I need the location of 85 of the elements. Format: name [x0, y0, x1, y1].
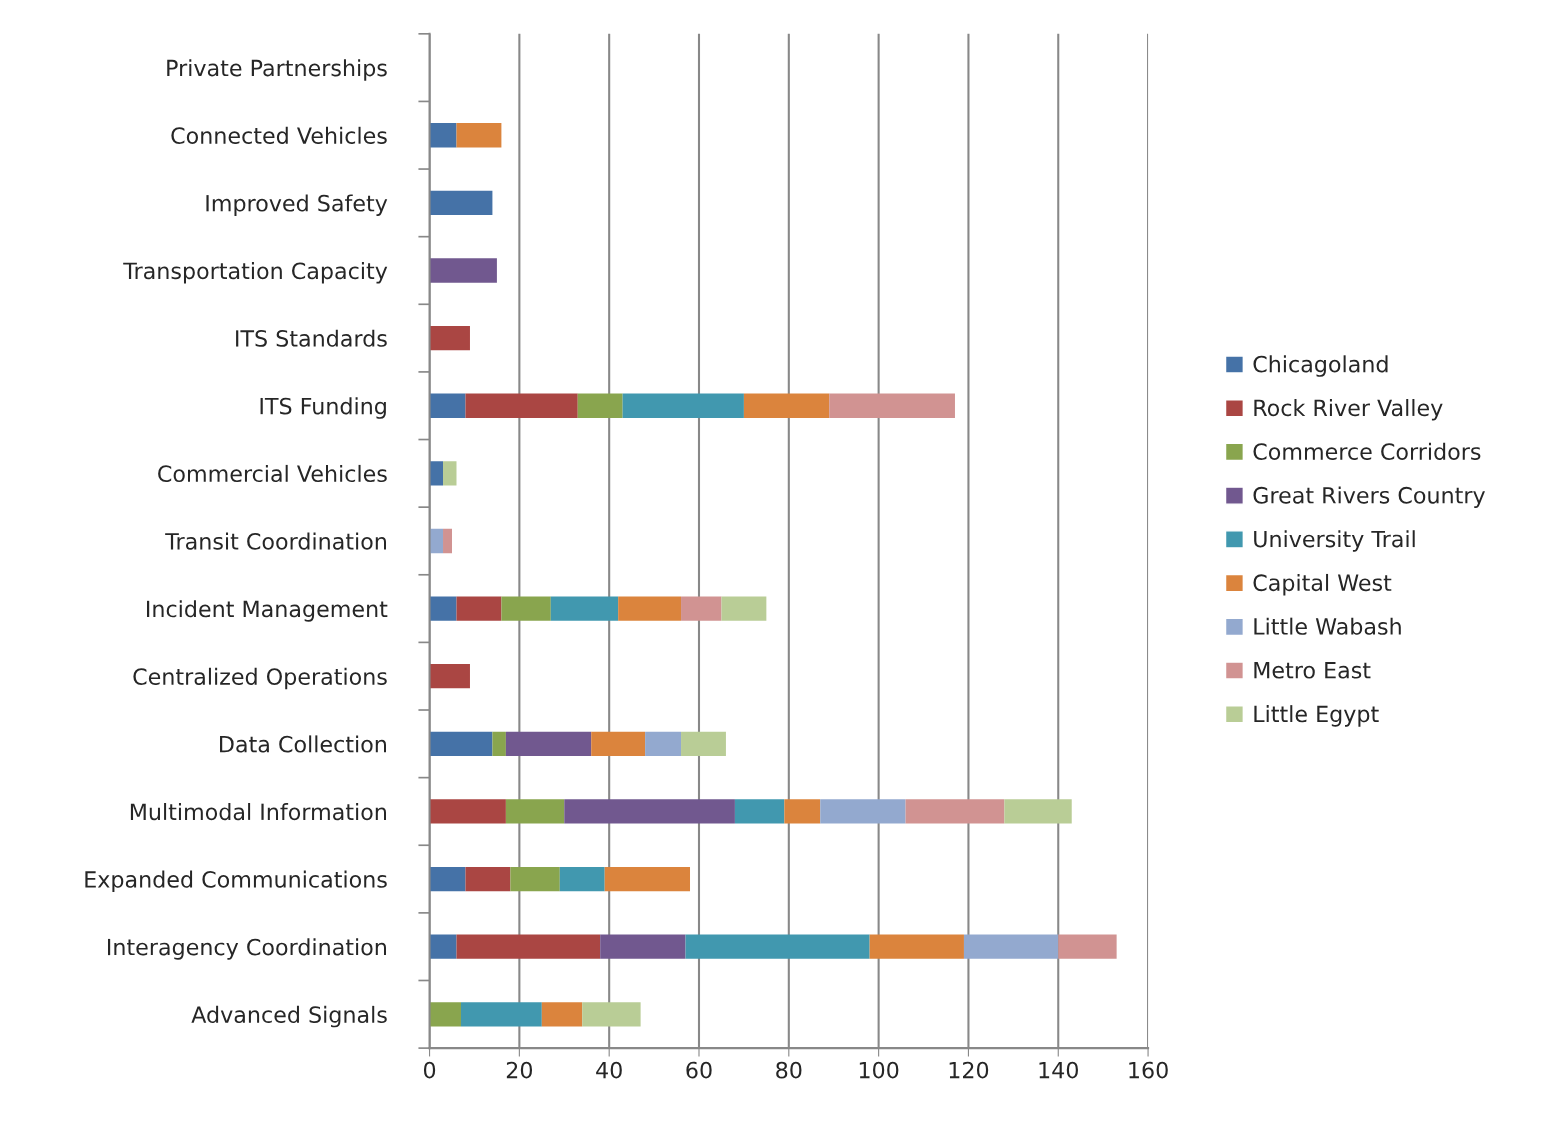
- y-tick-label: Connected Vehicles: [171, 126, 387, 144]
- bar: [829, 393, 955, 418]
- bar: [429, 258, 497, 283]
- bar: [734, 799, 785, 824]
- bar: [505, 799, 565, 824]
- bar: [429, 190, 493, 216]
- bar: [577, 393, 623, 418]
- bar: [429, 596, 457, 621]
- bar: [541, 1002, 583, 1027]
- bar: [429, 799, 506, 824]
- bar: [550, 596, 619, 621]
- bar: [743, 393, 830, 418]
- bar: [456, 596, 502, 621]
- x-tick-label: 140: [1039, 1061, 1078, 1079]
- x-tick-label: 60: [686, 1061, 712, 1079]
- bar: [1004, 799, 1072, 824]
- bar: [443, 461, 457, 486]
- bar: [443, 528, 452, 554]
- bar: [460, 1002, 542, 1027]
- bar: [429, 664, 470, 689]
- y-tick-label: Multimodal Information: [130, 803, 386, 821]
- bar: [429, 731, 493, 756]
- bar: [505, 731, 592, 756]
- legend-label: Rock River Valley: [1254, 399, 1443, 421]
- bar: [604, 866, 691, 892]
- y-tick-label: Transportation Capacity: [123, 262, 388, 284]
- bar: [429, 934, 457, 959]
- x-tick-label: 80: [776, 1061, 802, 1079]
- bar: [820, 799, 906, 824]
- bar: [1058, 934, 1117, 959]
- y-tick-label: Advanced Signals: [191, 1005, 387, 1028]
- bar: [591, 731, 646, 756]
- x-tick-label: 160: [1129, 1061, 1168, 1079]
- y-tick-label: Centralized Operations: [133, 667, 387, 690]
- bar: [618, 596, 682, 621]
- x-tick-label: 100: [859, 1061, 899, 1079]
- bar: [559, 866, 605, 892]
- bar: [681, 731, 726, 756]
- legend-label: Chicagoland: [1253, 355, 1388, 377]
- bar: [429, 461, 444, 486]
- bar: [456, 123, 502, 148]
- x-tick-label: 20: [506, 1061, 533, 1079]
- bar: [429, 123, 457, 148]
- y-tick-label: Data Collection: [220, 735, 386, 753]
- y-tick-label: ITS Funding: [260, 397, 386, 419]
- bar: [429, 1002, 461, 1027]
- x-tick-label: 120: [949, 1061, 989, 1079]
- bar: [492, 731, 506, 756]
- legend-label: University Trail: [1254, 530, 1415, 552]
- y-tick-label: Commercial Vehicles: [158, 464, 387, 483]
- bar: [869, 934, 964, 959]
- y-tick-label: Expanded Communications: [85, 870, 387, 893]
- bar: [582, 1002, 641, 1027]
- bar: [429, 393, 466, 418]
- bar: [681, 596, 722, 621]
- y-tick-label: Transit Coordination: [165, 532, 386, 550]
- legend-label: Capital West: [1253, 573, 1392, 596]
- y-tick-label: Private Partnerships: [167, 59, 387, 81]
- bar: [429, 866, 466, 892]
- legend-label: Great Rivers Country: [1253, 486, 1485, 508]
- bar: [622, 393, 744, 418]
- bar: [905, 799, 1005, 824]
- bar: [963, 934, 1059, 959]
- y-tick-label: Interagency Coordination: [107, 938, 386, 960]
- bar: [465, 866, 511, 892]
- bar: [465, 393, 578, 418]
- x-tick-label: 40: [596, 1061, 622, 1079]
- bar: [721, 596, 767, 621]
- x-tick-label: 0: [423, 1061, 436, 1079]
- bar: [456, 934, 601, 959]
- bar: [564, 799, 735, 824]
- bar: [645, 731, 682, 756]
- y-tick-label: Incident Management: [147, 600, 388, 622]
- legend-label: Commerce Corridors: [1253, 442, 1481, 460]
- legend-label: Little Egypt: [1254, 705, 1379, 727]
- legend-label: Metro East: [1254, 662, 1371, 679]
- y-tick-label: ITS Standards: [236, 329, 387, 347]
- legend-label: Little Wabash: [1254, 617, 1401, 635]
- bar: [429, 325, 470, 351]
- bar: [600, 934, 686, 959]
- bar: [784, 799, 821, 824]
- y-tick-label: Improved Safety: [206, 194, 388, 216]
- bar: [685, 934, 870, 959]
- bar: [510, 866, 560, 892]
- bar: [501, 596, 551, 621]
